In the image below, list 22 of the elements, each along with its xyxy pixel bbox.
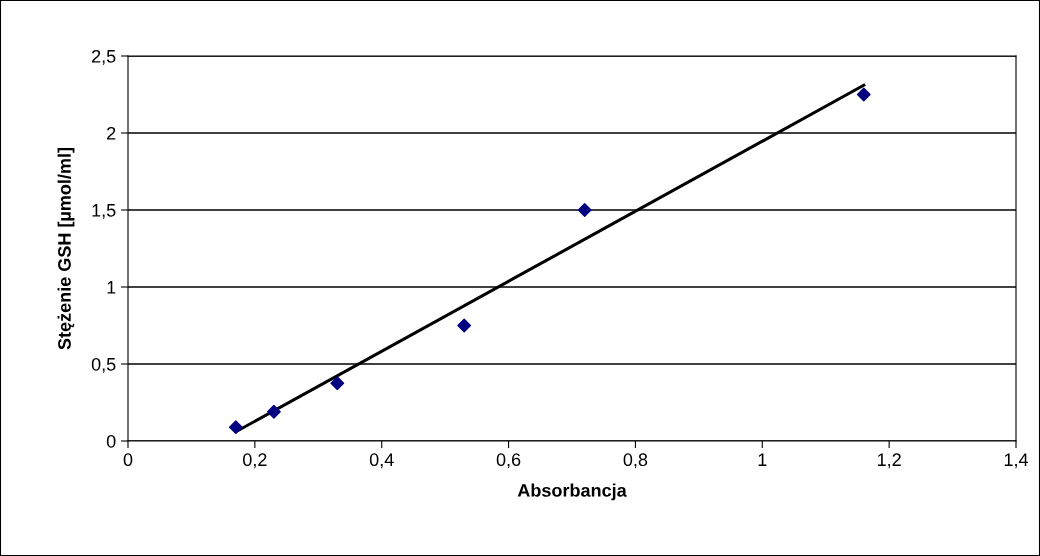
y-tick-label: 2 [107, 126, 116, 140]
point [457, 318, 472, 333]
point [577, 203, 592, 217]
x-tick-label: 1,2 [877, 453, 901, 469]
y-tick-label: 0,5 [91, 357, 116, 373]
point [228, 420, 243, 435]
x-axis-title: Absorbancja [517, 483, 627, 501]
x-tick-label: 0,2 [243, 453, 267, 469]
x-tick-label: 0 [123, 453, 133, 467]
y-tick-label: 0 [106, 434, 116, 448]
x-tick-label: 1 [758, 453, 767, 466]
x-tick-label: 1,4 [1004, 453, 1029, 469]
point [266, 404, 281, 419]
y-axis-title: Stężenie GSH [µmol/ml] [57, 148, 75, 350]
x-tick-label: 0,6 [496, 453, 521, 469]
point [330, 376, 345, 391]
x-tick-label: 0,4 [369, 453, 394, 469]
y-tick-label: 1 [107, 281, 116, 294]
x-tick-label: 0,8 [623, 453, 648, 469]
y-tick-label: 1,5 [92, 204, 116, 219]
point [856, 87, 871, 102]
y-tick-label: 2,5 [92, 49, 116, 65]
